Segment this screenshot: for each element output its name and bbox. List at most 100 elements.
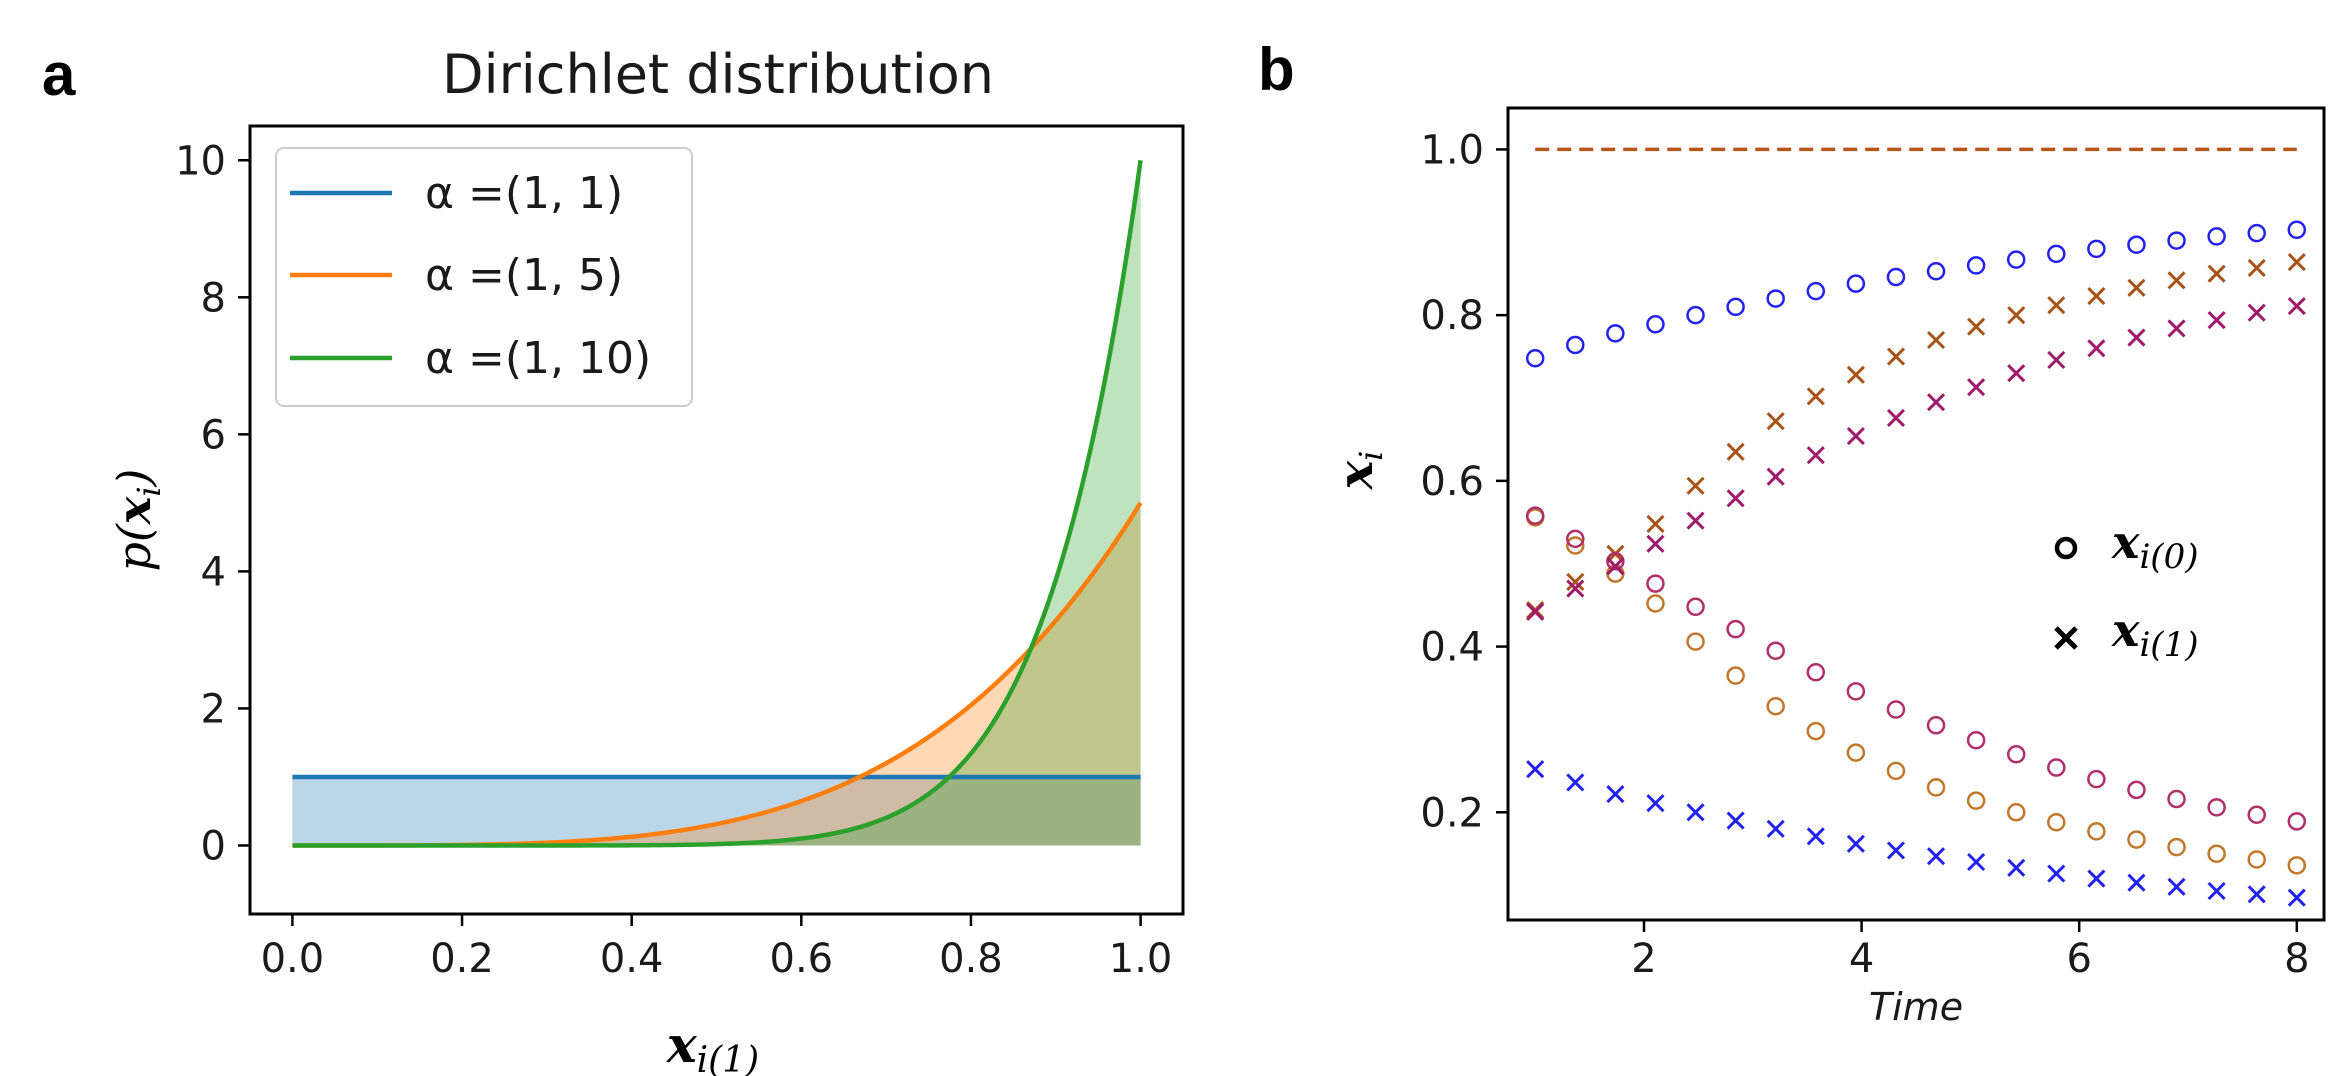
data-point-x — [2247, 258, 2266, 277]
chart-a-legend: α =(1, 1) α =(1, 5) α =(1, 10) — [275, 147, 693, 407]
data-point-circle — [1726, 666, 1745, 685]
data-point-x — [1646, 534, 1665, 553]
x-tick-label: 6 — [2066, 936, 2091, 982]
data-point-circle — [1846, 682, 1866, 701]
data-point-x — [1686, 476, 1705, 495]
chart-b-ylabel: xi — [1328, 451, 1390, 491]
data-point-x — [2127, 328, 2146, 347]
data-point-x — [1846, 834, 1865, 853]
data-point-x — [1806, 387, 1825, 406]
y-tick-label: 8 — [201, 275, 226, 321]
data-point-circle — [1926, 261, 1946, 281]
data-point-circle — [1886, 700, 1906, 719]
data-point-x — [1726, 811, 1745, 830]
chart-b-y-ticks: 0.2 0.4 0.6 0.8 1.0 — [1420, 127, 1508, 836]
data-point-circle — [2047, 244, 2066, 264]
data-point-circle — [2047, 758, 2066, 777]
data-point-x — [1846, 365, 1865, 384]
data-point-circle — [2207, 798, 2226, 817]
x-tick-label: 0.8 — [939, 936, 1003, 982]
data-point-x — [2087, 339, 2106, 358]
data-point-circle — [1726, 619, 1745, 639]
data-point-x — [1686, 803, 1705, 822]
x-tick-label: 0.0 — [261, 936, 325, 982]
data-point-x — [2167, 877, 2186, 896]
data-point-x — [1526, 602, 1545, 621]
data-point-x — [1886, 841, 1906, 860]
data-point-x — [1926, 330, 1946, 350]
data-point-circle — [2167, 837, 2186, 857]
chart-b-points — [1525, 220, 2307, 907]
data-point-x — [2247, 885, 2266, 904]
data-point-x — [1606, 557, 1625, 576]
data-point-circle — [2287, 856, 2307, 875]
data-point-circle — [2127, 830, 2146, 849]
y-tick-label: 1.0 — [1420, 127, 1484, 173]
chart-a-y-ticks: 0 2 4 6 8 10 — [175, 138, 250, 869]
legend-label-alpha-1-5: α =(1, 5) — [425, 250, 623, 301]
data-point-x — [1766, 819, 1785, 838]
data-point-circle — [1846, 274, 1866, 293]
legend-xi1-sub: i(1) — [2139, 625, 2198, 665]
data-point-circle — [1566, 335, 1585, 355]
data-point-circle — [1966, 791, 1986, 810]
data-point-circle — [1886, 761, 1906, 781]
x-tick-label: 4 — [1849, 936, 1874, 982]
data-point-circle — [2247, 805, 2266, 825]
data-point-x — [1806, 446, 1825, 465]
data-point-x — [1526, 760, 1545, 779]
data-point-circle — [1846, 743, 1866, 762]
data-point-circle — [1606, 551, 1625, 571]
data-point-circle — [2167, 789, 2186, 809]
data-point-x — [1566, 773, 1585, 792]
data-point-x — [1967, 317, 1986, 336]
data-point-circle — [1646, 315, 1665, 334]
y-tick-label: 4 — [201, 549, 226, 595]
x-tick-label: 8 — [2284, 936, 2309, 982]
data-point-circle — [2006, 745, 2026, 764]
chart-a-ylabel: p(xi) — [107, 468, 168, 571]
data-point-x — [2007, 306, 2026, 325]
data-point-circle — [1686, 632, 1705, 651]
data-point-x — [1726, 442, 1745, 461]
chart-b-legend: xi(0) xi(1) — [2054, 515, 2198, 665]
y-tick-label: 0.4 — [1420, 625, 1484, 671]
legend-xi1-main: x — [2111, 603, 2140, 657]
data-point-x — [2007, 364, 2026, 383]
panel-letter-a: a — [42, 41, 76, 108]
data-point-x — [1606, 784, 1625, 804]
density-line-3 — [292, 159, 1143, 848]
b-ylabel-var: x — [1328, 459, 1384, 490]
data-point-x — [2167, 271, 2186, 290]
y-tick-label: 0 — [201, 823, 226, 869]
data-point-circle — [1966, 730, 1986, 750]
ylabel-suffix: ) — [107, 468, 161, 487]
chart-a-frame — [248, 124, 1185, 916]
data-point-circle — [1766, 289, 1785, 308]
data-point-circle — [1606, 324, 1625, 343]
x-tick-label: 0.6 — [770, 936, 834, 982]
data-point-x — [1766, 467, 1785, 486]
data-point-x — [1566, 579, 1585, 598]
data-point-x — [2047, 296, 2066, 315]
legend-xi0-sub: i(0) — [2139, 537, 2198, 577]
legend-x-marker — [2054, 626, 2078, 650]
legend-label-alpha-1-1: α =(1, 1) — [425, 168, 623, 219]
data-point-x — [1646, 794, 1665, 813]
data-point-x — [1967, 852, 1986, 872]
data-point-circle — [1886, 267, 1906, 287]
data-point-x — [2287, 253, 2306, 272]
data-point-circle — [2287, 220, 2307, 240]
data-point-circle — [2047, 812, 2066, 832]
data-point-x — [1886, 347, 1906, 366]
data-point-x — [2087, 287, 2106, 306]
data-point-x — [2007, 858, 2026, 877]
data-point-x — [1967, 378, 1986, 397]
legend-box — [275, 147, 693, 407]
data-point-x — [1926, 847, 1946, 866]
data-point-x — [2127, 873, 2146, 892]
data-point-x — [2047, 864, 2066, 883]
y-tick-label: 0.2 — [1420, 790, 1484, 836]
chart-b-xlabel: Time — [1869, 985, 1963, 1029]
